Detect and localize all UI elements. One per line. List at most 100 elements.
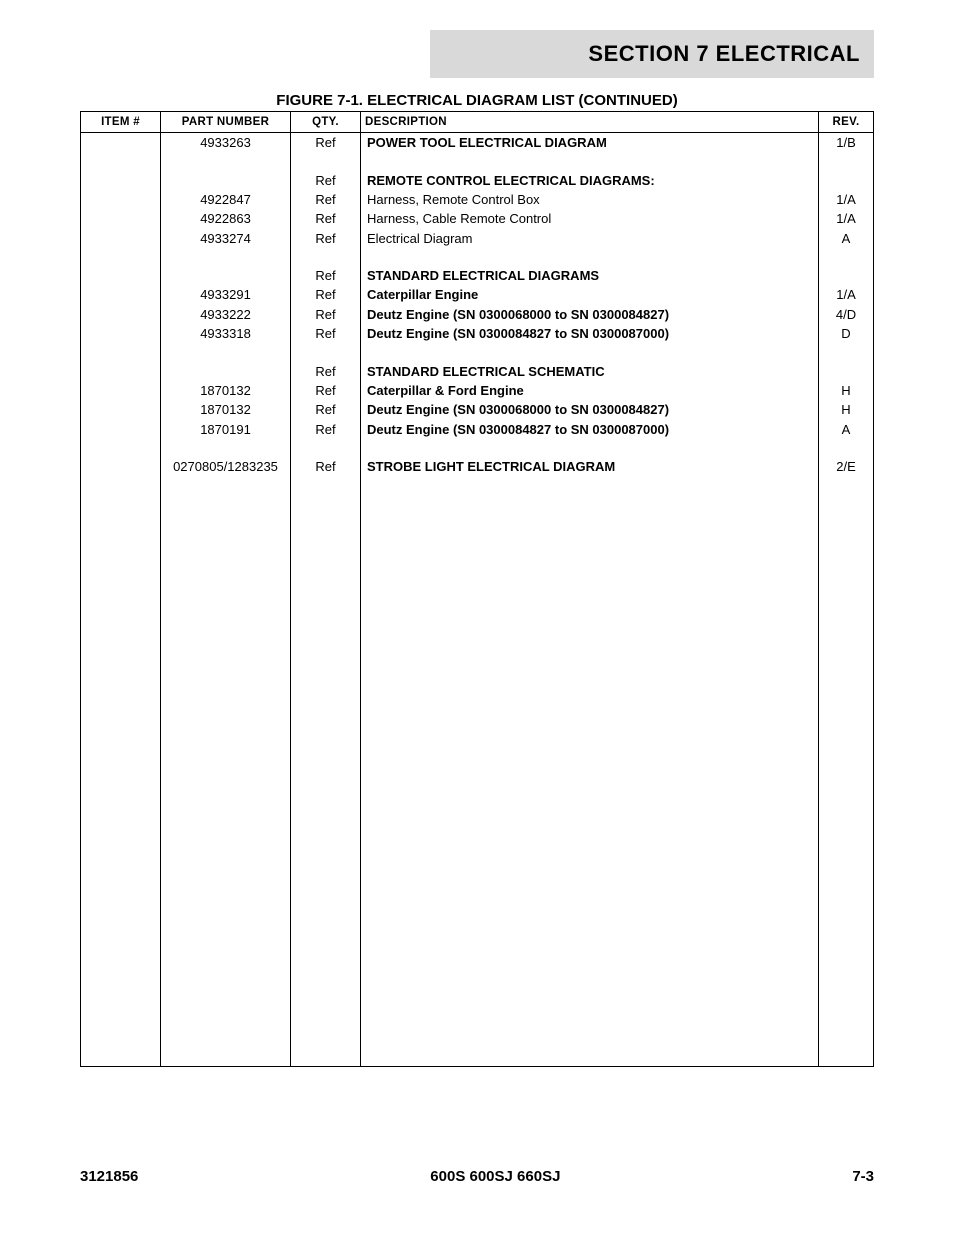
cell-item: [81, 209, 161, 228]
cell-part: 0270805/1283235: [161, 457, 291, 476]
cell-part: 4933318: [161, 324, 291, 343]
table-row: RefREMOTE CONTROL ELECTRICAL DIAGRAMS:: [81, 170, 874, 189]
cell-qty: Ref: [291, 190, 361, 209]
cell-item: [81, 285, 161, 304]
table-row: [81, 152, 874, 170]
cell-desc: Caterpillar Engine: [361, 285, 819, 304]
table-row: 4933274RefElectrical DiagramA: [81, 229, 874, 248]
section-header-band: SECTION 7 ELECTRICAL: [430, 30, 874, 78]
cell-item: [81, 190, 161, 209]
cell-qty: Ref: [291, 285, 361, 304]
cell-item: [81, 229, 161, 248]
cell-qty: Ref: [291, 133, 361, 153]
cell-part: 1870132: [161, 381, 291, 400]
header-rev: REV.: [819, 112, 874, 133]
cell-rev: 4/D: [819, 305, 874, 324]
cell-desc: Deutz Engine (SN 0300084827 to SN 030008…: [361, 420, 819, 439]
cell-part: 4933263: [161, 133, 291, 153]
cell-qty: Ref: [291, 305, 361, 324]
footer-center: 600S 600SJ 660SJ: [430, 1168, 560, 1185]
cell-part: [161, 170, 291, 189]
table-row: RefSTANDARD ELECTRICAL SCHEMATIC: [81, 361, 874, 380]
cell-desc: Deutz Engine (SN 0300068000 to SN 030008…: [361, 305, 819, 324]
cell-desc: Harness, Remote Control Box: [361, 190, 819, 209]
table-row: [81, 439, 874, 457]
cell-rev: [819, 361, 874, 380]
cell-item: [81, 170, 161, 189]
section-title: SECTION 7 ELECTRICAL: [588, 41, 860, 67]
table-row: 4933291RefCaterpillar Engine1/A: [81, 285, 874, 304]
header-part: PART NUMBER: [161, 112, 291, 133]
cell-desc: STANDARD ELECTRICAL SCHEMATIC: [361, 361, 819, 380]
cell-item: [81, 305, 161, 324]
cell-item: [81, 381, 161, 400]
cell-desc: Electrical Diagram: [361, 229, 819, 248]
cell-qty: Ref: [291, 266, 361, 285]
header-desc: DESCRIPTION: [361, 112, 819, 133]
table-row: 4922847RefHarness, Remote Control Box1/A: [81, 190, 874, 209]
cell-item: [81, 266, 161, 285]
cell-qty: Ref: [291, 324, 361, 343]
table-row: RefSTANDARD ELECTRICAL DIAGRAMS: [81, 266, 874, 285]
table-header-row: ITEM # PART NUMBER QTY. DESCRIPTION REV.: [81, 112, 874, 133]
header-item: ITEM #: [81, 112, 161, 133]
table-row: [81, 248, 874, 266]
figure-title: FIGURE 7-1. ELECTRICAL DIAGRAM LIST (CON…: [80, 92, 874, 109]
cell-desc: Harness, Cable Remote Control: [361, 209, 819, 228]
cell-rev: H: [819, 400, 874, 419]
footer-right: 7-3: [852, 1168, 874, 1185]
cell-qty: Ref: [291, 229, 361, 248]
table-row: [81, 343, 874, 361]
cell-item: [81, 400, 161, 419]
table-row: 1870191RefDeutz Engine (SN 0300084827 to…: [81, 420, 874, 439]
cell-qty: Ref: [291, 457, 361, 476]
cell-rev: 1/B: [819, 133, 874, 153]
cell-part: 4922847: [161, 190, 291, 209]
table-row: 0270805/1283235RefSTROBE LIGHT ELECTRICA…: [81, 457, 874, 476]
cell-rev: [819, 266, 874, 285]
cell-rev: [819, 170, 874, 189]
cell-part: 1870132: [161, 400, 291, 419]
cell-part: 4933274: [161, 229, 291, 248]
cell-rev: A: [819, 229, 874, 248]
table-row: 1870132RefDeutz Engine (SN 0300068000 to…: [81, 400, 874, 419]
page-footer: 3121856 600S 600SJ 660SJ 7-3: [80, 1168, 874, 1185]
header-qty: QTY.: [291, 112, 361, 133]
cell-part: 4922863: [161, 209, 291, 228]
cell-desc: REMOTE CONTROL ELECTRICAL DIAGRAMS:: [361, 170, 819, 189]
table-row: 4933222RefDeutz Engine (SN 0300068000 to…: [81, 305, 874, 324]
cell-desc: Caterpillar & Ford Engine: [361, 381, 819, 400]
cell-item: [81, 324, 161, 343]
cell-part: [161, 266, 291, 285]
cell-item: [81, 420, 161, 439]
manual-page: SECTION 7 ELECTRICAL FIGURE 7-1. ELECTRI…: [0, 0, 954, 1235]
cell-part: 1870191: [161, 420, 291, 439]
table-row: 4933318RefDeutz Engine (SN 0300084827 to…: [81, 324, 874, 343]
cell-rev: D: [819, 324, 874, 343]
cell-rev: 1/A: [819, 190, 874, 209]
cell-rev: A: [819, 420, 874, 439]
table-row: 4933263RefPOWER TOOL ELECTRICAL DIAGRAM1…: [81, 133, 874, 153]
cell-rev: 1/A: [819, 209, 874, 228]
cell-qty: Ref: [291, 400, 361, 419]
cell-qty: Ref: [291, 420, 361, 439]
cell-desc: STANDARD ELECTRICAL DIAGRAMS: [361, 266, 819, 285]
cell-part: 4933291: [161, 285, 291, 304]
cell-part: [161, 361, 291, 380]
cell-item: [81, 133, 161, 153]
table-filler-row: [81, 476, 874, 1066]
cell-qty: Ref: [291, 170, 361, 189]
cell-qty: Ref: [291, 209, 361, 228]
cell-desc: Deutz Engine (SN 0300068000 to SN 030008…: [361, 400, 819, 419]
parts-table: ITEM # PART NUMBER QTY. DESCRIPTION REV.…: [80, 111, 874, 1067]
cell-rev: 2/E: [819, 457, 874, 476]
table-row: 4922863RefHarness, Cable Remote Control1…: [81, 209, 874, 228]
cell-part: 4933222: [161, 305, 291, 324]
cell-desc: STROBE LIGHT ELECTRICAL DIAGRAM: [361, 457, 819, 476]
cell-rev: 1/A: [819, 285, 874, 304]
footer-left: 3121856: [80, 1168, 138, 1185]
cell-qty: Ref: [291, 361, 361, 380]
cell-item: [81, 457, 161, 476]
cell-qty: Ref: [291, 381, 361, 400]
cell-desc: Deutz Engine (SN 0300084827 to SN 030008…: [361, 324, 819, 343]
